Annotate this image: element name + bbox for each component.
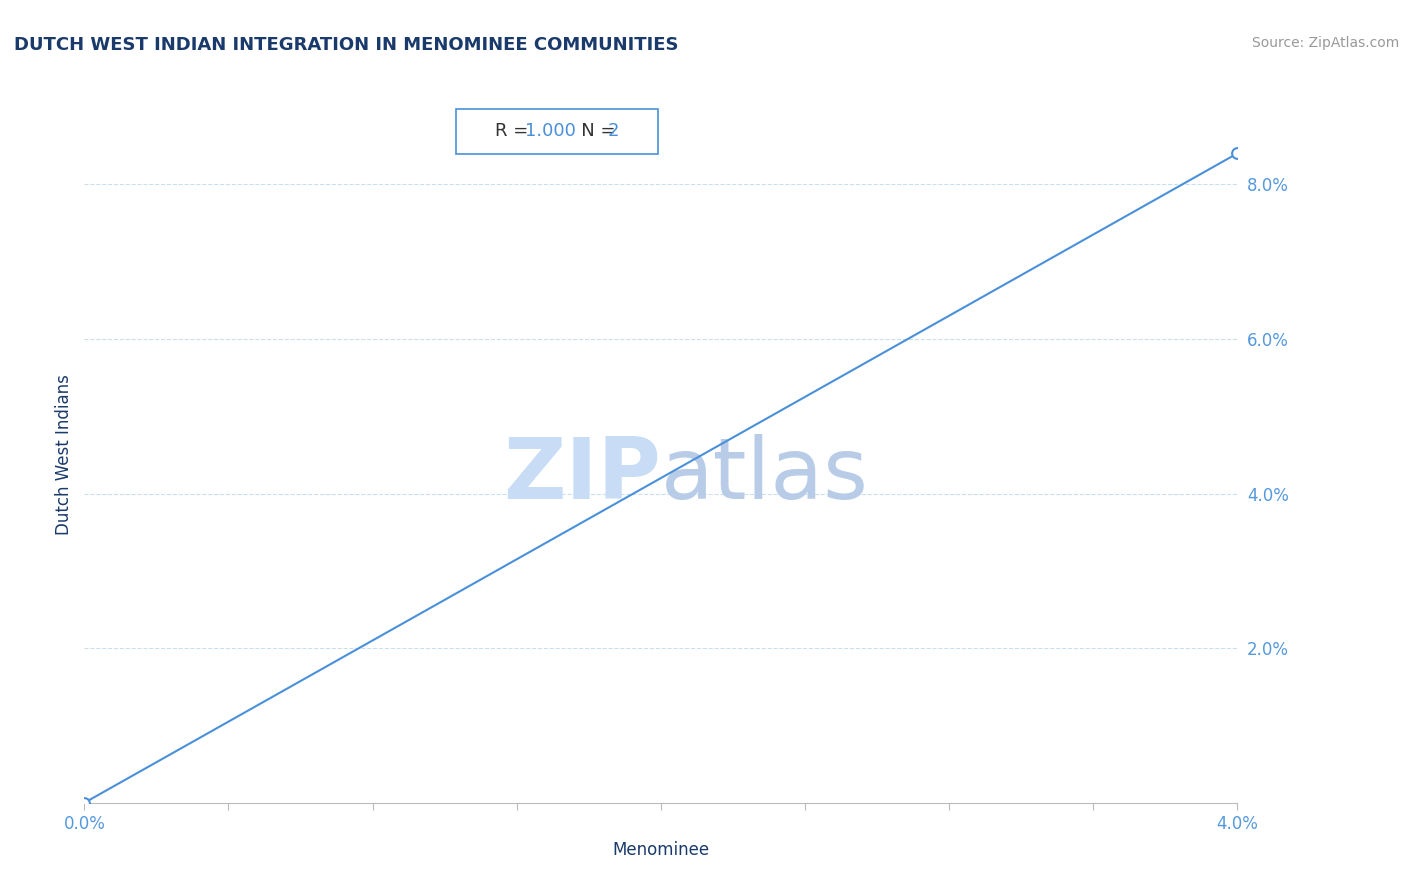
Point bbox=[73, 796, 96, 810]
Text: N =: N = bbox=[564, 122, 621, 140]
Text: ZIP: ZIP bbox=[503, 434, 661, 517]
Y-axis label: Dutch West Indians: Dutch West Indians bbox=[55, 375, 73, 535]
Text: atlas: atlas bbox=[661, 434, 869, 517]
Text: R =: R = bbox=[495, 122, 534, 140]
X-axis label: Menominee: Menominee bbox=[612, 841, 710, 859]
Text: DUTCH WEST INDIAN INTEGRATION IN MENOMINEE COMMUNITIES: DUTCH WEST INDIAN INTEGRATION IN MENOMIN… bbox=[14, 36, 679, 54]
Text: Source: ZipAtlas.com: Source: ZipAtlas.com bbox=[1251, 36, 1399, 50]
Text: 1.000: 1.000 bbox=[524, 122, 575, 140]
FancyBboxPatch shape bbox=[456, 109, 658, 154]
Point bbox=[1226, 146, 1249, 161]
Text: 2: 2 bbox=[607, 122, 619, 140]
